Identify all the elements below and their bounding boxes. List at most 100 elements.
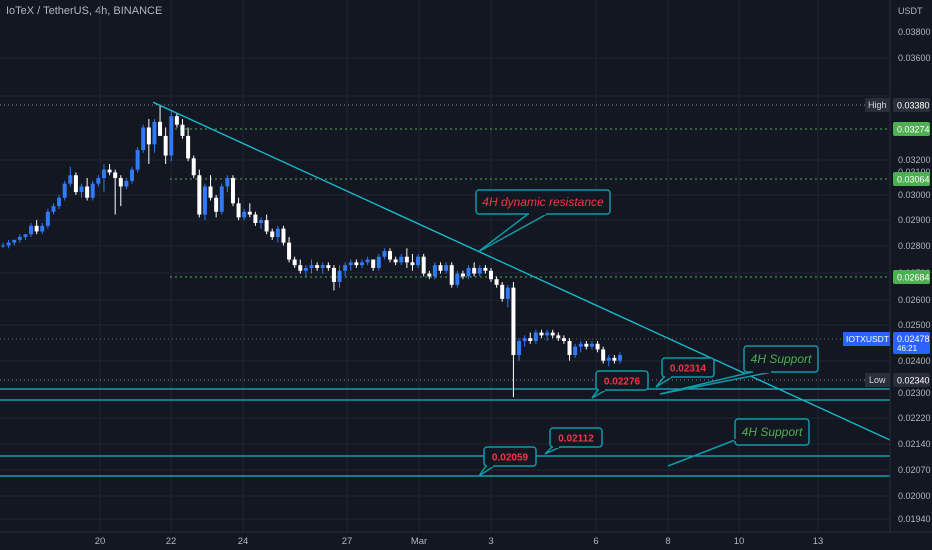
candle-body bbox=[511, 287, 516, 356]
candle-body bbox=[472, 267, 477, 274]
value-callout-02112 bbox=[549, 427, 603, 448]
support-callout-2-text: 4H Support bbox=[742, 425, 803, 439]
candle-body bbox=[197, 175, 202, 215]
candle-body bbox=[376, 256, 381, 268]
candle-body bbox=[62, 183, 67, 198]
candle-body bbox=[214, 197, 219, 212]
candle-body bbox=[427, 273, 432, 277]
candle-body bbox=[12, 239, 17, 243]
support-callout-1-text: 4H Support bbox=[751, 352, 812, 366]
candle-body bbox=[315, 265, 320, 268]
candle-body bbox=[259, 220, 264, 223]
level-label-2 bbox=[893, 172, 930, 186]
candle-body bbox=[337, 270, 342, 282]
candle-body bbox=[455, 273, 460, 285]
price-tick: 0.02300 bbox=[898, 388, 931, 398]
value-callout-02059-text: 0.02059 bbox=[492, 453, 529, 464]
candle-body bbox=[578, 343, 583, 347]
candle-body bbox=[303, 267, 308, 271]
candle-body bbox=[253, 214, 258, 223]
candle-body bbox=[169, 116, 174, 156]
candle-body bbox=[449, 265, 454, 285]
price-tick: 0.02400 bbox=[898, 356, 931, 366]
candle-body bbox=[517, 341, 522, 356]
candle-body bbox=[505, 287, 510, 299]
level-label-3-text: 0.02684 bbox=[897, 273, 930, 283]
candle-body bbox=[309, 265, 314, 268]
time-tick: 8 bbox=[665, 536, 670, 547]
candle-body bbox=[573, 346, 578, 356]
candle-body bbox=[202, 186, 207, 215]
candle-body bbox=[163, 135, 168, 156]
candle-body bbox=[281, 228, 286, 243]
candle-body bbox=[432, 265, 437, 277]
candle-body bbox=[343, 265, 348, 271]
candle-body bbox=[287, 242, 292, 260]
candle-body bbox=[158, 121, 163, 136]
price-tick: 0.02600 bbox=[898, 295, 931, 305]
value-callout-02314 bbox=[661, 357, 715, 378]
value-callout-02059 bbox=[483, 446, 537, 467]
time-tick: 24 bbox=[238, 536, 249, 547]
candle-body bbox=[101, 169, 106, 179]
candle-body bbox=[90, 183, 95, 198]
price-tick: 0.02800 bbox=[898, 241, 931, 251]
level-label-1 bbox=[893, 122, 930, 136]
high-price-label-text: 0.03380 bbox=[897, 101, 930, 111]
candle-body bbox=[34, 225, 39, 232]
candle-body bbox=[130, 169, 135, 181]
price-tick: 0.03600 bbox=[898, 53, 931, 63]
candles bbox=[1, 105, 622, 398]
candle-body bbox=[522, 338, 527, 341]
level-label-1-text: 0.03274 bbox=[897, 125, 930, 135]
price-tick: 0.03200 bbox=[898, 155, 931, 165]
price-tick: 0.01940 bbox=[898, 514, 931, 524]
candle-body bbox=[404, 256, 409, 263]
dynamic-resistance-trendline bbox=[152, 101, 891, 441]
candle-body bbox=[96, 178, 101, 184]
high-marker bbox=[865, 98, 890, 112]
horizontal-levels bbox=[0, 104, 890, 477]
candle-body bbox=[584, 343, 589, 347]
candle-body bbox=[618, 355, 622, 361]
candle-body bbox=[500, 284, 505, 299]
candle-body bbox=[225, 178, 230, 187]
price-tick: 0.03000 bbox=[898, 190, 931, 200]
time-tick: 10 bbox=[734, 536, 745, 547]
candle-body bbox=[606, 357, 611, 361]
candle-body bbox=[191, 158, 196, 176]
price-tick: 0.02000 bbox=[898, 491, 931, 501]
candle-body bbox=[124, 180, 129, 187]
candle-body bbox=[477, 267, 482, 274]
candle-body bbox=[219, 186, 224, 212]
candle-body bbox=[79, 186, 84, 193]
value-callout-02059-tail bbox=[478, 465, 497, 477]
candle-body bbox=[483, 267, 488, 271]
low-marker bbox=[865, 373, 890, 387]
candle-countdown: 46:21 bbox=[897, 344, 918, 353]
symbol-marker-text: IOTXUSDT bbox=[846, 334, 889, 344]
candle-body bbox=[6, 242, 11, 246]
chart-title: IoTeX / TetherUS, 4h, BINANCE bbox=[6, 5, 163, 17]
candle-body bbox=[460, 273, 465, 277]
current-price-label bbox=[893, 332, 930, 354]
price-axis[interactable]: USDT0.038000.036000.032000.031000.030000… bbox=[843, 0, 931, 532]
time-tick: 20 bbox=[95, 536, 106, 547]
candle-body bbox=[113, 172, 118, 179]
time-tick: 13 bbox=[813, 536, 824, 547]
candle-body bbox=[242, 211, 247, 218]
candle-body bbox=[466, 267, 471, 277]
candle-body bbox=[354, 262, 359, 266]
drawings[interactable]: 4H dynamic resistance 4H Support 4H Suppor… bbox=[152, 101, 891, 477]
value-callout-02112-tail bbox=[544, 446, 561, 455]
time-tick: 22 bbox=[166, 536, 177, 547]
support-callout-1 bbox=[743, 345, 819, 373]
time-axis[interactable]: 20 22 24 27 Mar 3 6 8 10 13 bbox=[0, 531, 932, 547]
price-tick: 0.02140 bbox=[898, 439, 931, 449]
candle-body bbox=[488, 270, 493, 280]
level-label-3 bbox=[893, 270, 930, 284]
candle-body bbox=[320, 265, 325, 268]
high-price-label bbox=[893, 98, 930, 112]
time-tick: 6 bbox=[593, 536, 598, 547]
